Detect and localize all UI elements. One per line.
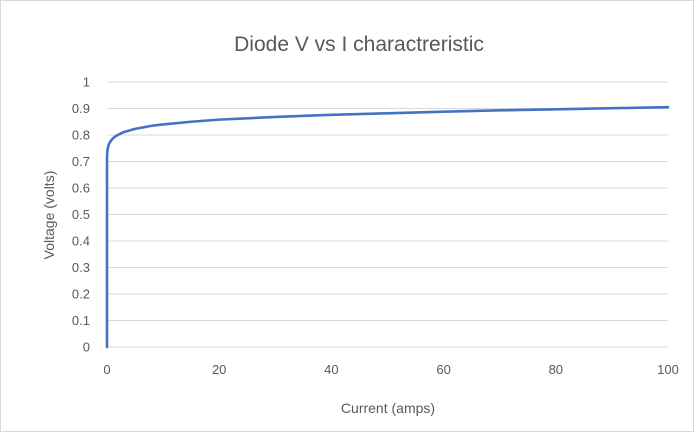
y-tick-label: 0.5 [72,207,90,222]
y-axis-label: Voltage (volts) [41,171,57,260]
x-tick-label: 100 [657,362,679,377]
x-axis-ticks: 0 20 40 60 80 100 [103,362,678,377]
y-tick-label: 0.2 [72,287,90,302]
y-tick-label: 1 [83,75,90,90]
x-tick-label: 60 [436,362,450,377]
y-tick-label: 0.8 [72,128,90,143]
y-tick-label: 0 [83,340,90,355]
y-tick-label: 0.9 [72,101,90,116]
x-axis-label: Current (amps) [341,400,435,416]
x-tick-label: 0 [103,362,110,377]
y-tick-label: 0.7 [72,154,90,169]
gridlines [107,81,668,348]
series-line [105,105,670,349]
chart-title: Diode V vs I charactreristic [234,33,484,56]
y-tick-label: 0.3 [72,260,90,275]
y-tick-label: 0.6 [72,181,90,196]
y-axis-ticks: 0 0.1 0.2 0.3 0.4 0.5 0.6 0.7 0.8 0.9 1 [72,75,90,355]
series-layer [105,105,670,349]
x-tick-label: 20 [212,362,226,377]
x-tick-label: 40 [324,362,338,377]
y-tick-label: 0.1 [72,313,90,328]
x-tick-label: 80 [549,362,563,377]
y-tick-label: 0.4 [72,234,90,249]
